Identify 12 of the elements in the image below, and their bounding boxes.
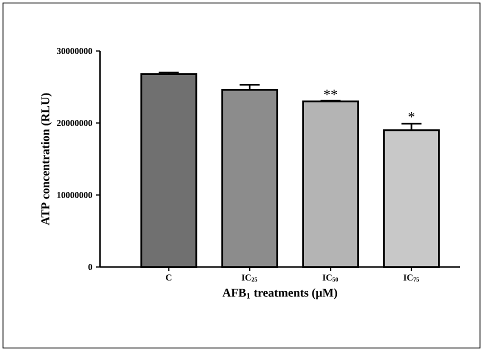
annotation: ** [324, 90, 338, 96]
x-tick-label: IC$_{75}$ [404, 274, 419, 282]
y-tick-label: 30000000 [56, 48, 92, 54]
x-axis-title: AFB$_{1}$ treatments (μM) [222, 288, 338, 300]
y-axis-title: ATP concentration (RLU) [40, 93, 52, 226]
annotation: * [408, 112, 414, 118]
x-tick-label: IC$_{25}$ [242, 274, 258, 282]
y-tick-label: 10000000 [57, 192, 92, 198]
y-tick-label: 0 [88, 264, 92, 270]
x-tick-label: C [166, 274, 172, 281]
y-tick-label: 20000000 [56, 120, 92, 126]
x-tick-label: IC$_{50}$ [322, 274, 338, 282]
